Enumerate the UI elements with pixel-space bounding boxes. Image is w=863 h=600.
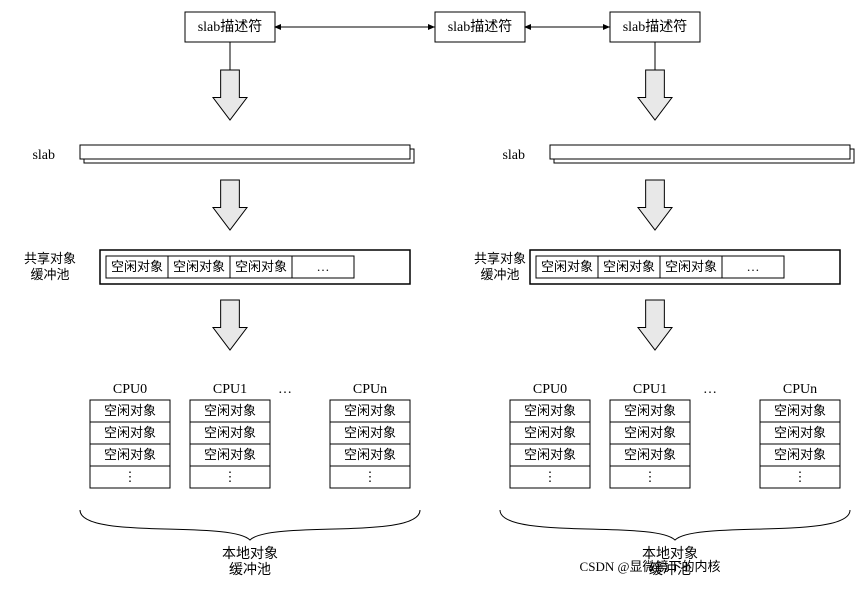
- svg-text:空闲对象: 空闲对象: [111, 259, 163, 274]
- svg-text:空闲对象: 空闲对象: [344, 403, 396, 418]
- svg-text:空闲对象: 空闲对象: [104, 403, 156, 418]
- svg-text:空闲对象: 空闲对象: [774, 447, 826, 462]
- svg-text:CPUn: CPUn: [353, 382, 387, 397]
- svg-text:空闲对象: 空闲对象: [524, 403, 576, 418]
- watermark: CSDN @显微镜下的内核: [580, 559, 721, 574]
- svg-text:…: …: [317, 259, 330, 274]
- svg-text:空闲对象: 空闲对象: [603, 259, 655, 274]
- svg-text:…: …: [747, 259, 760, 274]
- svg-text:空闲对象: 空闲对象: [104, 425, 156, 440]
- svg-text:空闲对象: 空闲对象: [774, 425, 826, 440]
- svg-text:⋮: ⋮: [794, 469, 807, 484]
- svg-text:slab: slab: [502, 148, 525, 163]
- svg-text:空闲对象: 空闲对象: [204, 425, 256, 440]
- svg-text:空闲对象: 空闲对象: [624, 425, 676, 440]
- down-arrow: [638, 180, 672, 230]
- svg-text:⋮: ⋮: [364, 469, 377, 484]
- svg-text:空闲对象: 空闲对象: [624, 447, 676, 462]
- svg-text:空闲对象: 空闲对象: [774, 403, 826, 418]
- svg-text:空闲对象: 空闲对象: [344, 447, 396, 462]
- svg-text:空闲对象: 空闲对象: [524, 447, 576, 462]
- svg-text:CPU0: CPU0: [533, 382, 567, 397]
- svg-text:空闲对象: 空闲对象: [624, 403, 676, 418]
- svg-text:…: …: [278, 382, 292, 397]
- slab-bar: [80, 145, 410, 159]
- svg-text:⋮: ⋮: [124, 469, 137, 484]
- svg-text:…: …: [703, 382, 717, 397]
- svg-text:共享对象: 共享对象: [474, 251, 526, 266]
- down-arrow: [213, 70, 247, 120]
- svg-text:空闲对象: 空闲对象: [204, 447, 256, 462]
- svg-text:slab描述符: slab描述符: [623, 19, 688, 35]
- svg-text:空闲对象: 空闲对象: [344, 425, 396, 440]
- svg-text:CPU1: CPU1: [633, 382, 667, 397]
- slab-bar: [550, 145, 850, 159]
- svg-text:⋮: ⋮: [224, 469, 237, 484]
- svg-text:slab: slab: [32, 148, 55, 163]
- svg-text:⋮: ⋮: [544, 469, 557, 484]
- down-arrow: [213, 300, 247, 350]
- svg-text:空闲对象: 空闲对象: [173, 259, 225, 274]
- svg-text:空闲对象: 空闲对象: [541, 259, 593, 274]
- svg-text:CPUn: CPUn: [783, 382, 817, 397]
- svg-text:空闲对象: 空闲对象: [235, 259, 287, 274]
- svg-text:缓冲池: 缓冲池: [480, 267, 519, 282]
- svg-text:共享对象: 共享对象: [24, 251, 76, 266]
- down-arrow: [638, 70, 672, 120]
- down-arrow: [638, 300, 672, 350]
- svg-text:缓冲池: 缓冲池: [229, 562, 271, 578]
- svg-text:slab描述符: slab描述符: [448, 19, 513, 35]
- svg-text:本地对象: 本地对象: [222, 546, 278, 562]
- bottom-brace: [80, 510, 420, 540]
- svg-text:空闲对象: 空闲对象: [104, 447, 156, 462]
- svg-text:空闲对象: 空闲对象: [665, 259, 717, 274]
- svg-text:CPU1: CPU1: [213, 382, 247, 397]
- svg-text:缓冲池: 缓冲池: [30, 267, 69, 282]
- svg-text:空闲对象: 空闲对象: [204, 403, 256, 418]
- svg-text:空闲对象: 空闲对象: [524, 425, 576, 440]
- svg-text:⋮: ⋮: [644, 469, 657, 484]
- svg-text:CPU0: CPU0: [113, 382, 147, 397]
- svg-text:slab描述符: slab描述符: [198, 19, 263, 35]
- down-arrow: [213, 180, 247, 230]
- bottom-brace: [500, 510, 850, 540]
